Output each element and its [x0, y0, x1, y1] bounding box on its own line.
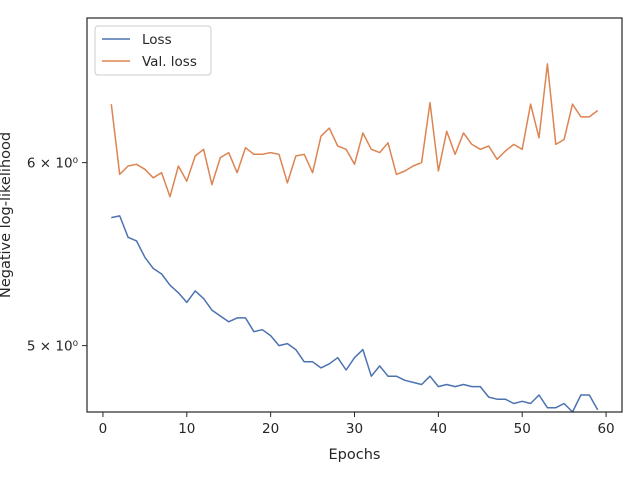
legend-label-loss: Loss — [142, 32, 172, 48]
y-axis: 5 × 10⁰ 6 × 10⁰ — [27, 156, 87, 355]
x-tick-label: 40 — [430, 421, 447, 437]
legend: Loss Val. loss — [94, 25, 212, 76]
x-tick-label: 20 — [262, 421, 279, 437]
series-line-val-loss — [110, 63, 599, 198]
axes-frame — [86, 17, 623, 413]
plot-area — [110, 63, 599, 413]
x-tick-label: 50 — [514, 421, 531, 437]
y-axis-label: Negative log-likelihood — [0, 132, 14, 298]
y-tick-label: 5 × 10⁰ — [27, 339, 78, 355]
x-tick-label: 30 — [346, 421, 363, 437]
x-axis-label: Epochs — [329, 447, 381, 463]
x-tick-label: 60 — [597, 421, 614, 437]
x-tick-label: 10 — [178, 421, 195, 437]
y-tick-label: 6 × 10⁰ — [27, 156, 78, 172]
x-axis: 0 10 20 30 40 50 60 — [99, 412, 615, 437]
x-tick-label: 0 — [99, 421, 108, 437]
legend-label-val-loss: Val. loss — [142, 54, 197, 70]
series-line-loss — [111, 215, 599, 413]
